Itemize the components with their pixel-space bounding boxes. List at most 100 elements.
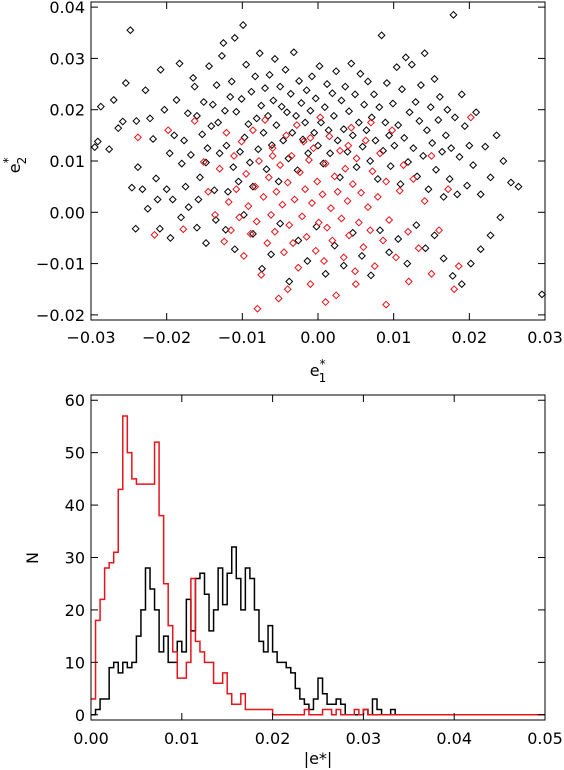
scatter-point: [323, 80, 332, 89]
scatter-point: [335, 173, 344, 182]
scatter-y-tick-label: 0.01: [49, 152, 85, 171]
scatter-point: [347, 123, 356, 132]
scatter-point: [448, 271, 457, 280]
scatter-point: [370, 262, 379, 271]
scatter-y-label: e*2: [1, 157, 29, 173]
scatter-series-black: [90, 10, 546, 299]
scatter-panel: −0.03 −0.02 −0.01 0.00 0.01 0.02 0.03 −0.02−0.…: [1, 0, 563, 385]
scatter-point: [219, 39, 228, 48]
histogram-y-tick-label: 0: [75, 706, 85, 725]
scatter-point: [352, 154, 361, 163]
scatter-point: [430, 231, 439, 240]
scatter-point: [326, 149, 335, 158]
scatter-point: [251, 72, 260, 81]
scatter-point: [150, 230, 159, 239]
scatter-point: [317, 118, 326, 127]
scatter-point: [267, 250, 276, 259]
scatter-point: [366, 271, 375, 280]
scatter-point: [394, 121, 403, 130]
scatter-point: [313, 177, 322, 186]
scatter-point: [481, 142, 490, 151]
scatter-point: [242, 60, 251, 69]
scatter-point: [307, 199, 316, 208]
scatter-point: [401, 53, 410, 62]
scatter-point: [175, 59, 184, 68]
scatter-point: [214, 118, 223, 127]
scatter-point: [146, 114, 155, 123]
scatter-point: [294, 263, 303, 272]
scatter-point: [328, 89, 337, 98]
scatter-point: [382, 300, 391, 309]
scatter-point: [376, 226, 385, 235]
scatter-point: [339, 125, 348, 134]
scatter-point: [270, 227, 279, 236]
scatter-point: [506, 178, 515, 187]
scatter-point: [326, 204, 335, 213]
scatter-point: [210, 186, 219, 195]
scatter-point: [333, 136, 342, 145]
scatter-point: [248, 182, 257, 191]
scatter-point: [202, 239, 211, 248]
scatter-point: [385, 131, 394, 140]
scatter-point: [222, 141, 231, 150]
scatter-point: [397, 85, 406, 94]
scatter-x-tick-label: 0.03: [527, 328, 563, 347]
scatter-point: [514, 182, 523, 191]
scatter-point: [295, 168, 304, 177]
scatter-point: [293, 166, 302, 175]
scatter-point: [164, 126, 173, 135]
scatter-point: [223, 187, 232, 196]
scatter-point: [203, 144, 212, 153]
scatter-point: [457, 90, 466, 99]
scatter-point: [227, 77, 236, 86]
scatter-point: [257, 264, 267, 273]
scatter-point: [283, 178, 292, 187]
scatter-point: [311, 94, 320, 103]
scatter-point: [335, 146, 344, 155]
scatter-point: [282, 108, 291, 117]
scatter-point: [286, 89, 295, 98]
scatter-point: [453, 190, 462, 199]
histogram-x-label: |e*|: [304, 749, 333, 768]
scatter-point: [290, 195, 299, 204]
scatter-point: [496, 213, 505, 222]
scatter-point: [359, 243, 368, 252]
scatter-point: [183, 109, 192, 118]
scatter-point: [246, 229, 255, 238]
scatter-point: [272, 187, 281, 196]
scatter-point: [255, 49, 264, 58]
histogram-panel: 0.00 0.01 0.02 0.03 0.04 0.05 0 10 20 30 40 50 60 |…: [23, 391, 563, 768]
scatter-x-tick-label: −0.02: [142, 328, 191, 347]
scatter-point: [354, 218, 363, 227]
scatter-point: [394, 234, 403, 243]
scatter-point: [301, 118, 310, 127]
scatter-point: [235, 213, 244, 222]
scatter-point: [105, 145, 114, 154]
scatter-point: [96, 102, 105, 111]
scatter-plot-frame: [90, 1, 546, 321]
scatter-point: [358, 142, 367, 151]
scatter-point: [435, 226, 444, 235]
scatter-point: [276, 161, 285, 170]
scatter-point: [351, 280, 360, 289]
scatter-point: [382, 177, 391, 186]
scatter-point: [486, 173, 495, 182]
scatter-point: [221, 225, 230, 234]
scatter-y-tick-label: −0.02: [36, 306, 85, 325]
scatter-point: [373, 192, 382, 201]
scatter-point: [179, 225, 188, 234]
scatter-point: [414, 244, 423, 253]
scatter-point: [244, 120, 253, 129]
scatter-point: [313, 141, 323, 150]
scatter-point: [469, 161, 478, 170]
scatter-point: [177, 159, 186, 168]
scatter-point: [288, 128, 297, 137]
scatter-point: [224, 198, 233, 207]
scatter-point: [455, 152, 464, 161]
scatter-point: [413, 172, 422, 181]
scatter-point: [257, 101, 266, 110]
histogram-x-tick-label: 0.03: [346, 729, 382, 748]
scatter-point: [472, 108, 481, 117]
scatter-point: [396, 180, 405, 189]
scatter-point: [411, 98, 420, 107]
